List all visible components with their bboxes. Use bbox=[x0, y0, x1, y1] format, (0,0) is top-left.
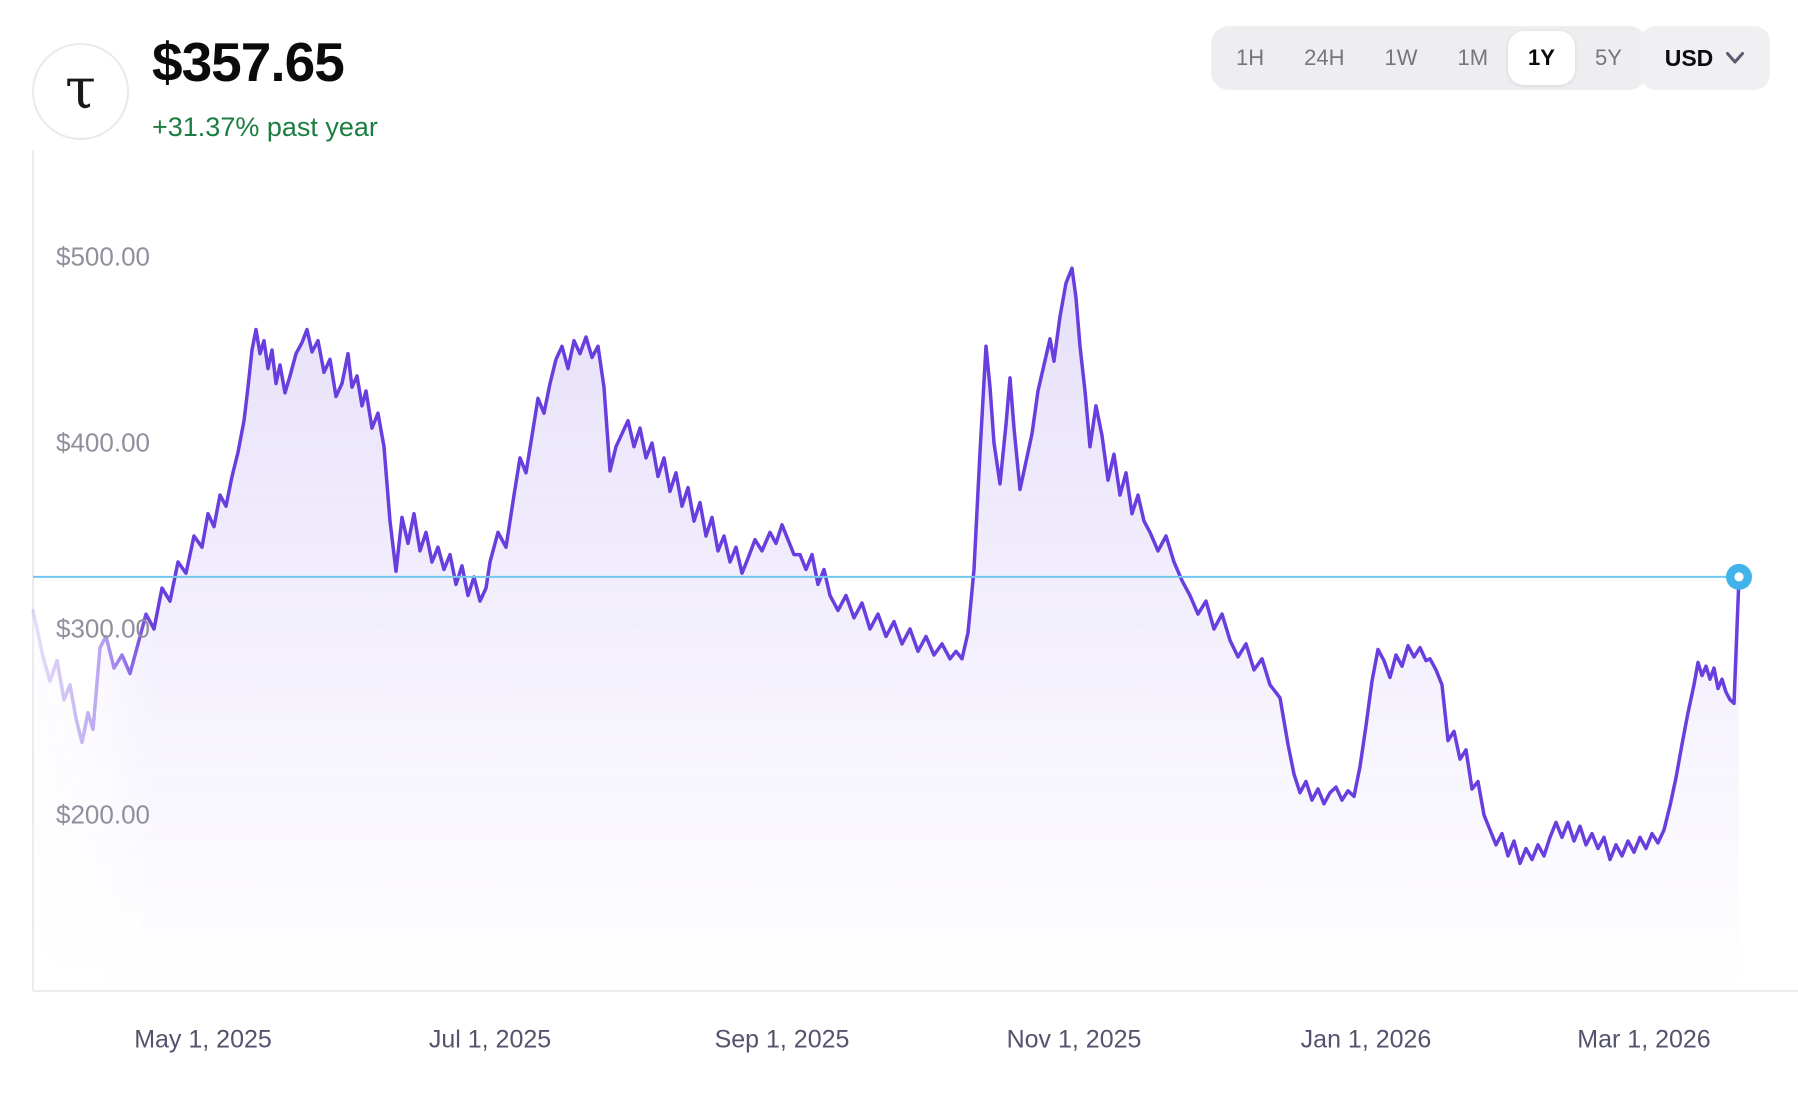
time-range-selector: 1H 24H 1W 1M 1Y 5Y bbox=[1211, 26, 1647, 90]
range-button-5y[interactable]: 5Y bbox=[1575, 31, 1642, 85]
y-axis-label: $400.00 bbox=[56, 427, 150, 458]
range-button-1h[interactable]: 1H bbox=[1216, 31, 1284, 85]
x-axis-label: Sep 1, 2025 bbox=[714, 1025, 850, 1054]
x-axis-label: Nov 1, 2025 bbox=[1006, 1025, 1142, 1054]
price-change: +31.37% past year bbox=[152, 112, 378, 142]
range-button-24h[interactable]: 24H bbox=[1284, 31, 1364, 85]
price-area-fill bbox=[33, 268, 1739, 991]
range-button-1w[interactable]: 1W bbox=[1364, 31, 1437, 85]
currency-selector-label: USD bbox=[1664, 44, 1714, 71]
currency-selector[interactable]: USD bbox=[1640, 26, 1770, 90]
y-axis-label: $200.00 bbox=[56, 799, 150, 830]
asset-logo-glyph: τ bbox=[65, 56, 96, 122]
y-axis-label: $500.00 bbox=[56, 241, 150, 272]
range-button-1m[interactable]: 1M bbox=[1437, 31, 1508, 85]
current-price: $357.65 bbox=[152, 31, 345, 93]
x-axis-label: Mar 1, 2026 bbox=[1577, 1025, 1711, 1054]
range-button-1y[interactable]: 1Y bbox=[1508, 31, 1575, 85]
x-axis-label: May 1, 2025 bbox=[134, 1025, 272, 1054]
chevron-down-icon bbox=[1726, 52, 1745, 64]
latest-price-marker-hole bbox=[1734, 572, 1744, 582]
x-axis-label: Jul 1, 2025 bbox=[428, 1025, 552, 1054]
x-axis-label: Jan 1, 2026 bbox=[1300, 1025, 1432, 1054]
asset-logo: τ bbox=[32, 43, 129, 140]
price-line bbox=[31, 266, 1741, 866]
y-axis-label: $300.00 bbox=[56, 613, 150, 644]
